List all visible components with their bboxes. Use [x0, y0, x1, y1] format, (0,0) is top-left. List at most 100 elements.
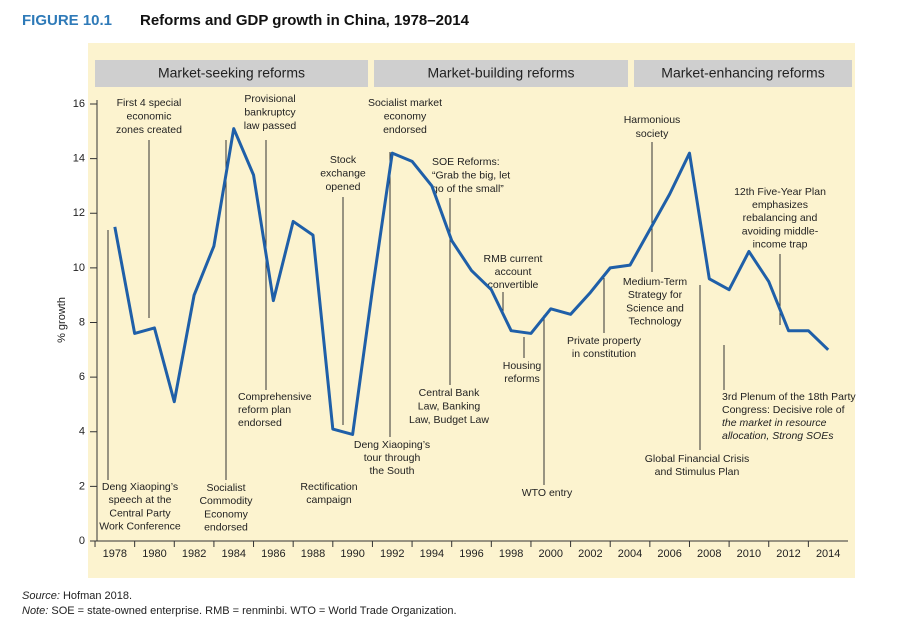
annotation-bg [382, 123, 429, 136]
annotation: go of the small” [432, 183, 504, 195]
annotation-bg [482, 252, 544, 265]
period-label: Market-building reforms [427, 65, 574, 81]
annotation: exchange [320, 167, 366, 179]
annotation-bg [643, 452, 751, 465]
x-tick-label: 2004 [618, 548, 642, 560]
annotation: tour through [364, 452, 421, 464]
annotation-bg [408, 413, 491, 426]
annotation-bg [741, 212, 819, 225]
annotation: and Stimulus Plan [655, 466, 740, 478]
y-tick-label: 0 [79, 535, 85, 547]
annotation: Economy [204, 508, 249, 520]
annotation: the market in resource [722, 417, 827, 429]
annotation: Science and [626, 302, 684, 314]
x-tick-label: 1988 [301, 548, 325, 560]
annotation: economy [384, 110, 427, 122]
annotation: WTO entry [522, 487, 573, 499]
annotation-bg [242, 119, 298, 132]
annotation: SOE Reforms: [432, 156, 500, 168]
annotation-bg [417, 386, 482, 399]
annotation: Central Bank [419, 387, 480, 399]
y-tick-label: 6 [79, 371, 85, 383]
annotation: in constitution [572, 348, 636, 360]
annotation: emphasizes [752, 199, 808, 211]
annotation: campaign [306, 494, 352, 506]
annotation: Work Conference [99, 521, 181, 533]
annotation: Stock [330, 154, 357, 166]
x-tick-label: 2000 [539, 548, 563, 560]
x-tick-label: 1996 [459, 548, 483, 560]
annotation-bg [653, 465, 741, 478]
annotation: Law, Budget Law [409, 414, 489, 426]
y-tick-label: 2 [79, 480, 85, 492]
annotation-bg [627, 315, 684, 328]
annotation-bg [565, 334, 643, 347]
annotation: “Grab the big, let [432, 169, 510, 181]
annotation: speech at the [108, 494, 171, 506]
y-tick-label: 12 [73, 207, 85, 219]
annotation: First 4 special [117, 97, 182, 109]
annotation-bg [570, 347, 638, 360]
annotation: endorsed [383, 124, 427, 136]
annotation: bankruptcy [244, 106, 296, 118]
annotation: RMB current [484, 253, 543, 265]
annotation: rebalancing and [743, 212, 818, 224]
x-tick-label: 1978 [103, 548, 127, 560]
annotation: Strategy for [628, 289, 683, 301]
annotation: avoiding middle- [742, 225, 819, 237]
annotation-bg [205, 481, 247, 494]
annotation-bg [203, 508, 250, 521]
annotation: society [636, 128, 669, 140]
y-tick-label: 14 [73, 153, 85, 165]
annotation: reforms [504, 373, 540, 385]
note: Note: SOE = state-owned enterprise. RMB … [22, 605, 457, 617]
note-text: SOE = state-owned enterprise. RMB = renm… [51, 605, 456, 617]
annotation-bg [107, 494, 173, 507]
annotation-bg [352, 438, 432, 451]
annotation: Provisional [244, 93, 295, 105]
annotation-bg [622, 113, 682, 126]
annotation: zones created [116, 124, 182, 136]
annotation-bg [115, 123, 184, 136]
annotation: Socialist market [368, 97, 442, 109]
annotation-bg [493, 265, 533, 278]
data-line [113, 127, 830, 436]
y-tick-label: 16 [73, 98, 85, 110]
x-tick-label: 1998 [499, 548, 523, 560]
annotation-bg [751, 238, 809, 251]
annotation-bg [368, 464, 416, 477]
annotation: Rectification [300, 481, 357, 493]
annotation-bg [750, 198, 810, 211]
annotation: opened [325, 181, 360, 193]
annotation: reform plan [238, 404, 291, 416]
annotation-bg [733, 185, 828, 198]
annotation-bg [319, 167, 367, 180]
period-label: Market-enhancing reforms [661, 65, 824, 81]
annotation: Deng Xiaoping’s [102, 481, 178, 493]
source: Source: Hofman 2018. [22, 590, 132, 602]
period-band [95, 60, 368, 87]
annotation-bg [198, 495, 255, 508]
source-text: Hofman 2018. [63, 590, 132, 602]
annotation: Comprehensive [238, 391, 312, 403]
annotation-bg [486, 278, 540, 291]
annotation: account [495, 266, 532, 278]
annotation-bg [416, 400, 482, 413]
note-label: Note: [22, 605, 48, 617]
period-band [634, 60, 852, 87]
annotation: economic [127, 110, 172, 122]
annotation-bg [382, 110, 429, 123]
x-tick-label: 1994 [420, 548, 444, 560]
x-tick-label: 2014 [816, 548, 840, 560]
annotation: endorsed [204, 522, 248, 534]
annotation-bg [625, 302, 686, 315]
annotation: convertible [488, 279, 539, 291]
period-band [374, 60, 628, 87]
annotation-bg [520, 486, 575, 499]
annotation-bg [203, 521, 250, 534]
annotation-bg [626, 289, 684, 302]
chart-title: Reforms and GDP growth in China, 1978–20… [140, 12, 470, 29]
y-tick-label: 10 [73, 262, 85, 274]
annotation-bg [100, 480, 180, 493]
